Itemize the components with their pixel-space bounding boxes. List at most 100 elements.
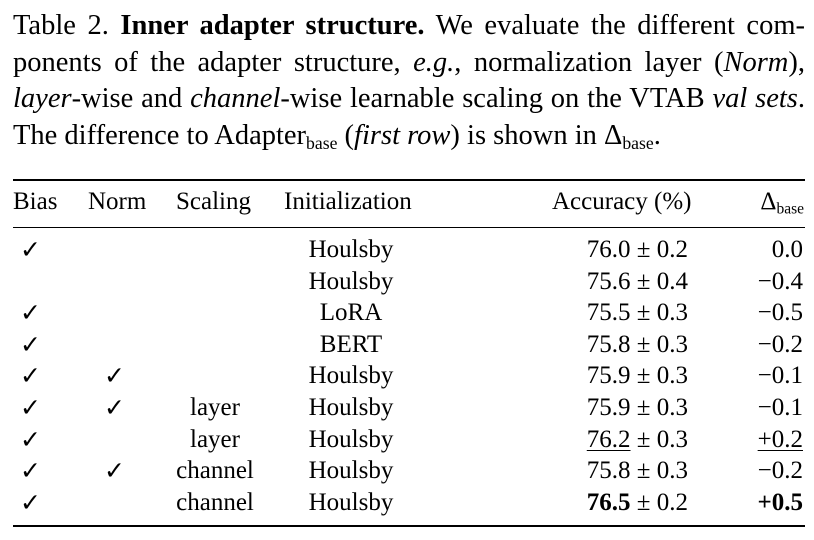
initialization-cell: Houlsby bbox=[308, 425, 394, 453]
header-norm: Norm bbox=[88, 188, 147, 215]
table-row: ✓ BERT 75.8 ± 0.3 −0.2 bbox=[0, 329, 814, 361]
accuracy-cell: 75.6 ± 0.4 bbox=[586, 267, 688, 295]
accuracy-value: 75.9 bbox=[586, 394, 631, 421]
accuracy-value: 75.8 bbox=[586, 457, 631, 485]
caption-italic: sets bbox=[755, 83, 798, 114]
caption-text: ( bbox=[337, 119, 355, 151]
accuracy-cell: 75.5 ± 0.3 bbox=[586, 299, 688, 327]
delta-cell: −0.2 bbox=[757, 330, 803, 358]
delta-cell: −0.2 bbox=[757, 457, 803, 485]
caption-text: ) is shown in Δ bbox=[450, 119, 623, 151]
caption-italic: val bbox=[712, 83, 748, 114]
accuracy-cell: 76.0 ± 0.2 bbox=[586, 236, 688, 263]
caption-text: . bbox=[653, 119, 661, 151]
accuracy-cell: 76.2 ± 0.3 bbox=[586, 425, 688, 453]
accuracy-std: 0.2 bbox=[656, 236, 688, 263]
scaling-cell: channel bbox=[176, 488, 254, 516]
initialization-cell: LoRA bbox=[319, 299, 383, 327]
accuracy-value: 75.5 bbox=[586, 299, 631, 327]
delta-cell: +0.2 bbox=[757, 425, 803, 453]
accuracy-value: 75.6 bbox=[586, 267, 631, 295]
delta-cell: 0.0 bbox=[771, 236, 803, 263]
table-row: ✓ LoRA 75.5 ± 0.3 −0.5 bbox=[0, 297, 814, 329]
header-delta: Δbase bbox=[728, 186, 804, 218]
accuracy-cell: 75.9 ± 0.3 bbox=[586, 394, 688, 421]
table-header-row: Bias Norm Scaling Initialization Accurac… bbox=[0, 186, 814, 218]
accuracy-cell: 76.5 ± 0.2 bbox=[586, 488, 688, 516]
initialization-cell: Houlsby bbox=[308, 394, 394, 421]
accuracy-cell: 75.8 ± 0.3 bbox=[586, 330, 688, 358]
delta-symbol: Δ bbox=[760, 188, 777, 215]
initialization-cell: Houlsby bbox=[308, 236, 394, 263]
accuracy-std: 0.4 bbox=[656, 267, 688, 295]
caption-italic: e.g. bbox=[413, 46, 455, 78]
norm-check-icon: ✓ bbox=[104, 361, 125, 391]
delta-cell: −0.5 bbox=[757, 299, 803, 327]
caption-text: We evaluate the different com- bbox=[424, 10, 805, 41]
accuracy-value: 76.0 bbox=[586, 236, 631, 263]
initialization-cell: Houlsby bbox=[308, 488, 394, 516]
caption-text: -wise and bbox=[71, 83, 191, 114]
bias-check-icon: ✓ bbox=[20, 456, 41, 486]
initialization-cell: Houlsby bbox=[308, 267, 394, 295]
caption-subscript: base bbox=[306, 132, 338, 153]
caption-text: ponents of the adapter structure, bbox=[13, 46, 414, 78]
header-rule bbox=[13, 227, 805, 229]
delta-subscript: base bbox=[776, 200, 804, 218]
delta-cell: +0.5 bbox=[757, 488, 804, 516]
header-initialization: Initialization bbox=[284, 188, 412, 215]
caption-label: Table 2. bbox=[13, 10, 109, 41]
caption-title: Inner adapter structure. bbox=[120, 10, 425, 41]
accuracy-value: 76.2 bbox=[586, 425, 631, 453]
bias-check-icon: ✓ bbox=[20, 329, 41, 359]
table-row: ✓ Houlsby 76.0 ± 0.2 0.0 bbox=[0, 234, 814, 266]
norm-check-icon: ✓ bbox=[104, 456, 125, 486]
table-row: ✓ ✓ channel Houlsby 75.8 ± 0.3 −0.2 bbox=[0, 455, 814, 487]
initialization-cell: Houlsby bbox=[308, 457, 394, 485]
accuracy-std: 0.3 bbox=[656, 425, 688, 453]
header-accuracy: Accuracy (%) bbox=[552, 188, 692, 215]
accuracy-std: 0.2 bbox=[656, 488, 688, 516]
caption-italic: first row bbox=[354, 119, 451, 151]
initialization-cell: Houlsby bbox=[308, 362, 394, 390]
bottom-rule bbox=[13, 525, 805, 527]
accuracy-std: 0.3 bbox=[656, 299, 688, 327]
caption-subscript: base bbox=[622, 132, 654, 153]
accuracy-value: 75.8 bbox=[586, 330, 631, 358]
caption-italic: Norm bbox=[723, 46, 789, 78]
delta-cell: −0.1 bbox=[757, 362, 803, 390]
table-row: ✓ ✓ layer Houlsby 75.9 ± 0.3 −0.1 bbox=[0, 392, 814, 424]
accuracy-std: 0.3 bbox=[656, 362, 688, 390]
bias-check-icon: ✓ bbox=[20, 361, 41, 391]
scaling-cell: layer bbox=[190, 425, 240, 453]
accuracy-cell: 75.8 ± 0.3 bbox=[586, 457, 688, 485]
accuracy-std: 0.3 bbox=[656, 394, 688, 421]
caption-text: . The difference to Adapter bbox=[13, 83, 805, 151]
top-rule bbox=[13, 179, 805, 181]
delta-cell: −0.1 bbox=[757, 394, 803, 421]
caption-text: , normalization layer ( bbox=[454, 46, 724, 78]
table-row: ✓ channel Houlsby 76.5 ± 0.2 +0.5 bbox=[0, 487, 814, 519]
bias-check-icon: ✓ bbox=[20, 424, 41, 454]
caption-text: -wise learnable scaling on the VTAB bbox=[280, 83, 713, 114]
caption-italic: channel bbox=[190, 83, 281, 114]
accuracy-value: 76.5 bbox=[586, 488, 631, 516]
bias-check-icon: ✓ bbox=[20, 235, 41, 264]
table-row: ✓ ✓ Houlsby 75.9 ± 0.3 −0.1 bbox=[0, 360, 814, 392]
delta-cell: −0.4 bbox=[757, 267, 803, 295]
initialization-cell: BERT bbox=[319, 330, 383, 358]
bias-check-icon: ✓ bbox=[20, 298, 41, 328]
scaling-cell: layer bbox=[190, 394, 240, 421]
accuracy-value: 75.9 bbox=[586, 362, 631, 390]
header-scaling: Scaling bbox=[176, 188, 251, 215]
table-row: Houlsby 75.6 ± 0.4 −0.4 bbox=[0, 266, 814, 298]
header-bias: Bias bbox=[13, 188, 58, 215]
caption-text: ), bbox=[788, 46, 805, 78]
bias-check-icon: ✓ bbox=[20, 393, 41, 422]
table-row: ✓ layer Houlsby 76.2 ± 0.3 +0.2 bbox=[0, 424, 814, 456]
norm-check-icon: ✓ bbox=[104, 393, 125, 422]
bias-check-icon: ✓ bbox=[20, 487, 41, 517]
caption-italic: layer bbox=[13, 83, 72, 114]
accuracy-cell: 75.9 ± 0.3 bbox=[586, 362, 688, 390]
accuracy-std: 0.3 bbox=[656, 330, 688, 358]
